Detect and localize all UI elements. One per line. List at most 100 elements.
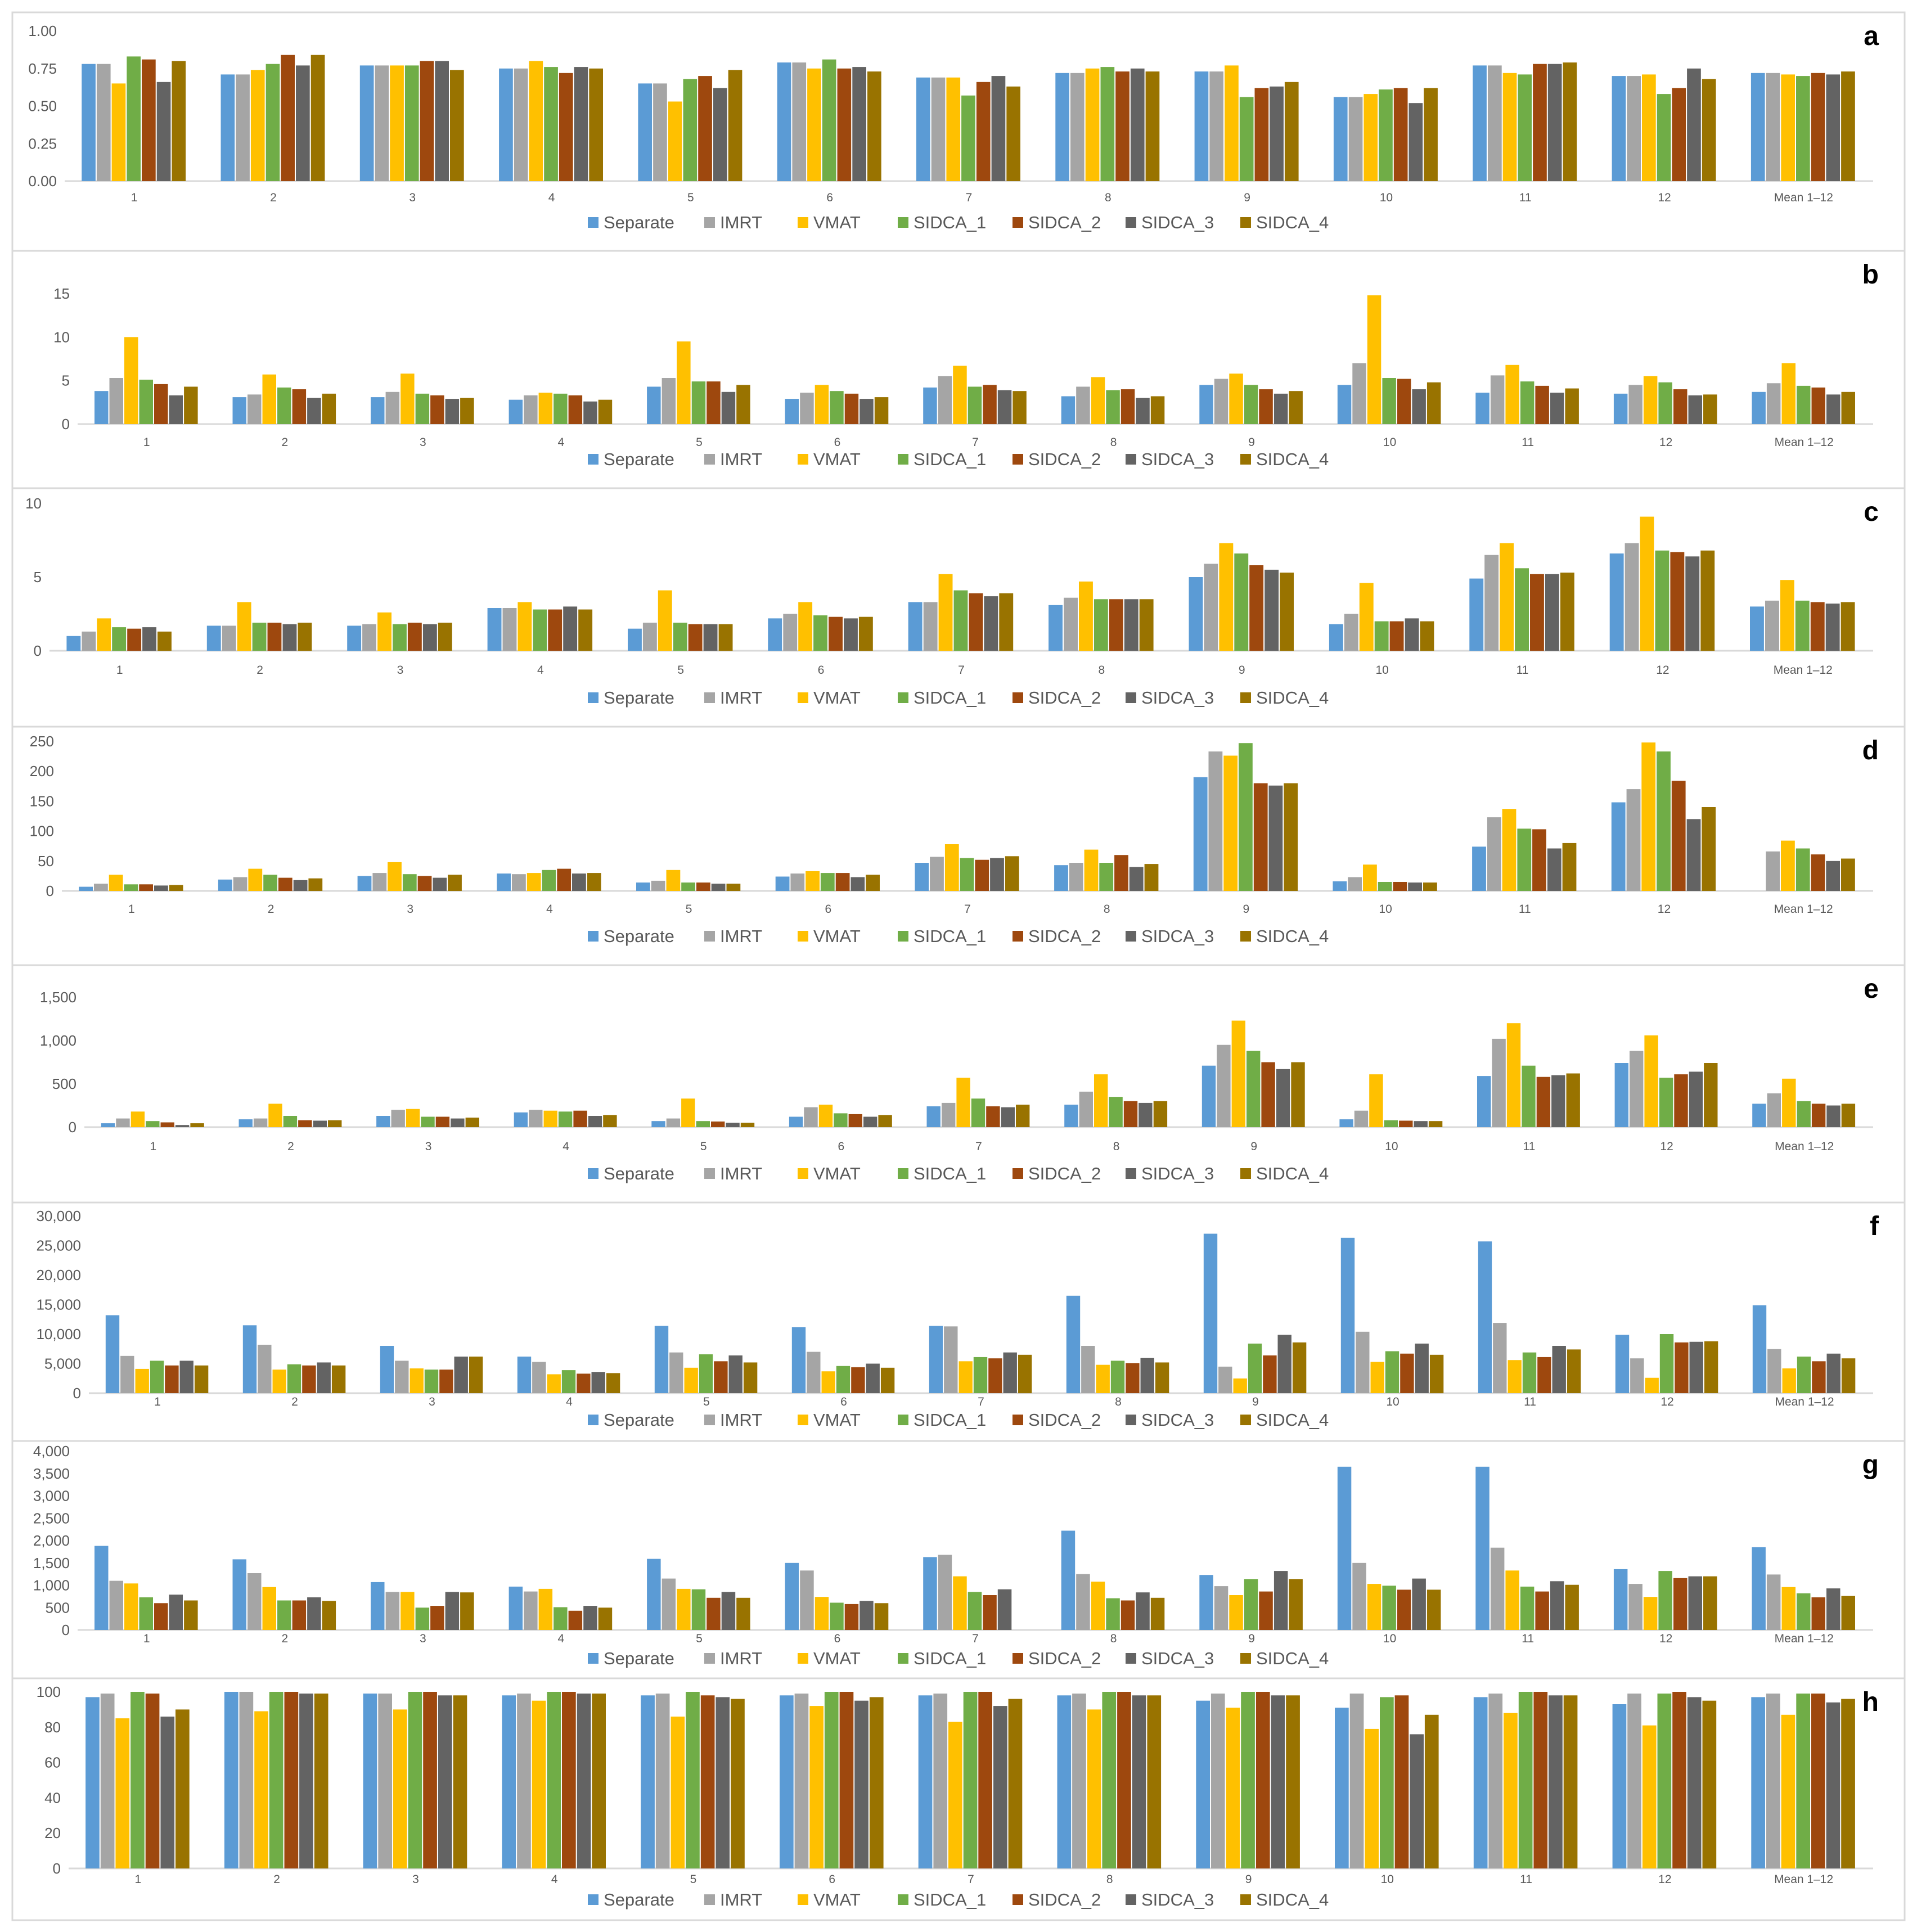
bar-imrt — [100, 1694, 115, 1868]
bar-sidca-1 — [830, 1602, 844, 1630]
x-tick-label: 9 — [1245, 1873, 1252, 1886]
x-tick-label: Mean 1–12 — [1774, 664, 1833, 677]
bar-sidca-2 — [1253, 783, 1268, 891]
bar-separate — [780, 1695, 794, 1868]
bar-vmat — [262, 374, 276, 424]
x-tick-label: 1 — [128, 903, 135, 916]
x-tick-label: 9 — [1239, 664, 1245, 677]
bar-sidca-1 — [1382, 1586, 1396, 1630]
bar-sidca-3 — [1415, 1343, 1429, 1393]
bar-vmat — [1505, 364, 1519, 424]
x-tick-label: 7 — [975, 1140, 982, 1153]
x-tick-label: 1 — [154, 1395, 161, 1408]
bar-sidca-2 — [835, 873, 850, 891]
x-tick-label: 10 — [1381, 1873, 1394, 1886]
x-tick-label: 10 — [1375, 664, 1388, 677]
bar-separate — [1750, 73, 1765, 181]
bar-sidca-1 — [1379, 89, 1393, 181]
bar-sidca-3 — [860, 1601, 874, 1630]
y-tick-label: 80 — [44, 1719, 61, 1736]
legend-swatch-icon — [1240, 1653, 1251, 1664]
x-tick-label: 12 — [1658, 1873, 1671, 1886]
bar-sidca-1 — [691, 381, 706, 424]
bar-imrt — [1766, 1574, 1781, 1630]
bar-sidca-4 — [460, 398, 474, 424]
bar-separate — [502, 1695, 516, 1868]
bar-separate — [1473, 1697, 1488, 1868]
bar-sidca-3 — [1826, 1353, 1840, 1393]
y-tick-label: 3,000 — [33, 1488, 70, 1505]
legend-label: SIDCA_2 — [1028, 213, 1101, 232]
bar-imrt — [651, 880, 665, 891]
bar-sidca-4 — [874, 397, 889, 424]
legend-label: SIDCA_3 — [1141, 449, 1214, 469]
bar-sidca-4 — [1423, 882, 1437, 891]
bar-sidca-1 — [424, 1370, 439, 1393]
bar-sidca-2 — [696, 882, 710, 891]
legend-swatch-icon — [1240, 692, 1251, 703]
bar-sidca-1 — [561, 1370, 576, 1393]
bar-sidca-3 — [721, 391, 736, 424]
bar-sidca-1 — [408, 1692, 422, 1868]
legend-label: SIDCA_4 — [1256, 1410, 1329, 1430]
legend-label: SIDCA_3 — [1141, 688, 1214, 708]
bar-sidca-3 — [1003, 1352, 1017, 1393]
x-tick-label: 9 — [1250, 1140, 1257, 1153]
bar-imrt — [1064, 597, 1078, 651]
bar-sidca-1 — [1241, 1692, 1255, 1868]
legend-label: Separate — [604, 1890, 674, 1910]
x-tick-label: 4 — [558, 1632, 565, 1645]
bar-sidca-1 — [1385, 1351, 1400, 1393]
bar-sidca-3 — [1549, 1695, 1563, 1868]
bar-vmat — [248, 868, 263, 891]
x-tick-label: 7 — [966, 191, 973, 204]
x-tick-label: 4 — [566, 1395, 573, 1408]
legend-label: SIDCA_3 — [1141, 1649, 1214, 1668]
bar-imrt — [1354, 1110, 1369, 1127]
bar-sidca-3 — [984, 596, 998, 651]
bar-sidca-2 — [1120, 389, 1135, 424]
bar-imrt — [800, 1570, 814, 1630]
bar-sidca-3 — [1410, 1734, 1424, 1868]
bar-imrt — [653, 83, 667, 181]
bar-vmat — [109, 875, 123, 891]
bar-sidca-4 — [1289, 391, 1303, 424]
bar-separate — [777, 62, 791, 181]
bar-vmat — [1502, 809, 1516, 891]
bar-imrt — [524, 395, 538, 424]
bar-separate — [1061, 396, 1076, 424]
x-tick-label: 11 — [1524, 1395, 1536, 1408]
bar-sidca-2 — [1389, 621, 1404, 651]
bar-sidca-4 — [298, 623, 312, 651]
bar-vmat — [670, 1717, 685, 1868]
bar-sidca-3 — [438, 1695, 452, 1868]
legend-label: SIDCA_4 — [1256, 1890, 1329, 1910]
bar-separate — [918, 1695, 933, 1868]
bar-separate — [1193, 777, 1208, 891]
bar-imrt — [502, 608, 517, 651]
bar-sidca-3 — [1826, 861, 1840, 891]
bar-sidca-2 — [1254, 88, 1269, 181]
bar-vmat — [1508, 1360, 1522, 1393]
legend-swatch-icon — [704, 931, 715, 942]
bar-sidca-2 — [1535, 1591, 1549, 1630]
bar-imrt — [942, 1102, 956, 1127]
bar-sidca-2 — [829, 616, 843, 651]
bar-separate — [1612, 1704, 1627, 1868]
bar-vmat — [124, 337, 138, 424]
bar-imrt — [1069, 863, 1083, 891]
bar-sidca-2 — [986, 1106, 1000, 1127]
bar-sidca-4 — [1012, 391, 1027, 424]
bar-vmat — [124, 1583, 138, 1630]
bar-imrt — [1767, 1349, 1781, 1394]
bar-separate — [1752, 1104, 1766, 1127]
bar-sidca-2 — [267, 623, 282, 651]
bar-sidca-3 — [852, 67, 866, 181]
legend-swatch-icon — [1240, 1415, 1251, 1425]
bar-sidca-1 — [1380, 1697, 1394, 1868]
figure-border — [11, 11, 1906, 1921]
x-tick-label: 2 — [281, 436, 288, 449]
bar-sidca-2 — [1533, 1692, 1548, 1868]
x-tick-label: 9 — [1248, 1632, 1255, 1645]
